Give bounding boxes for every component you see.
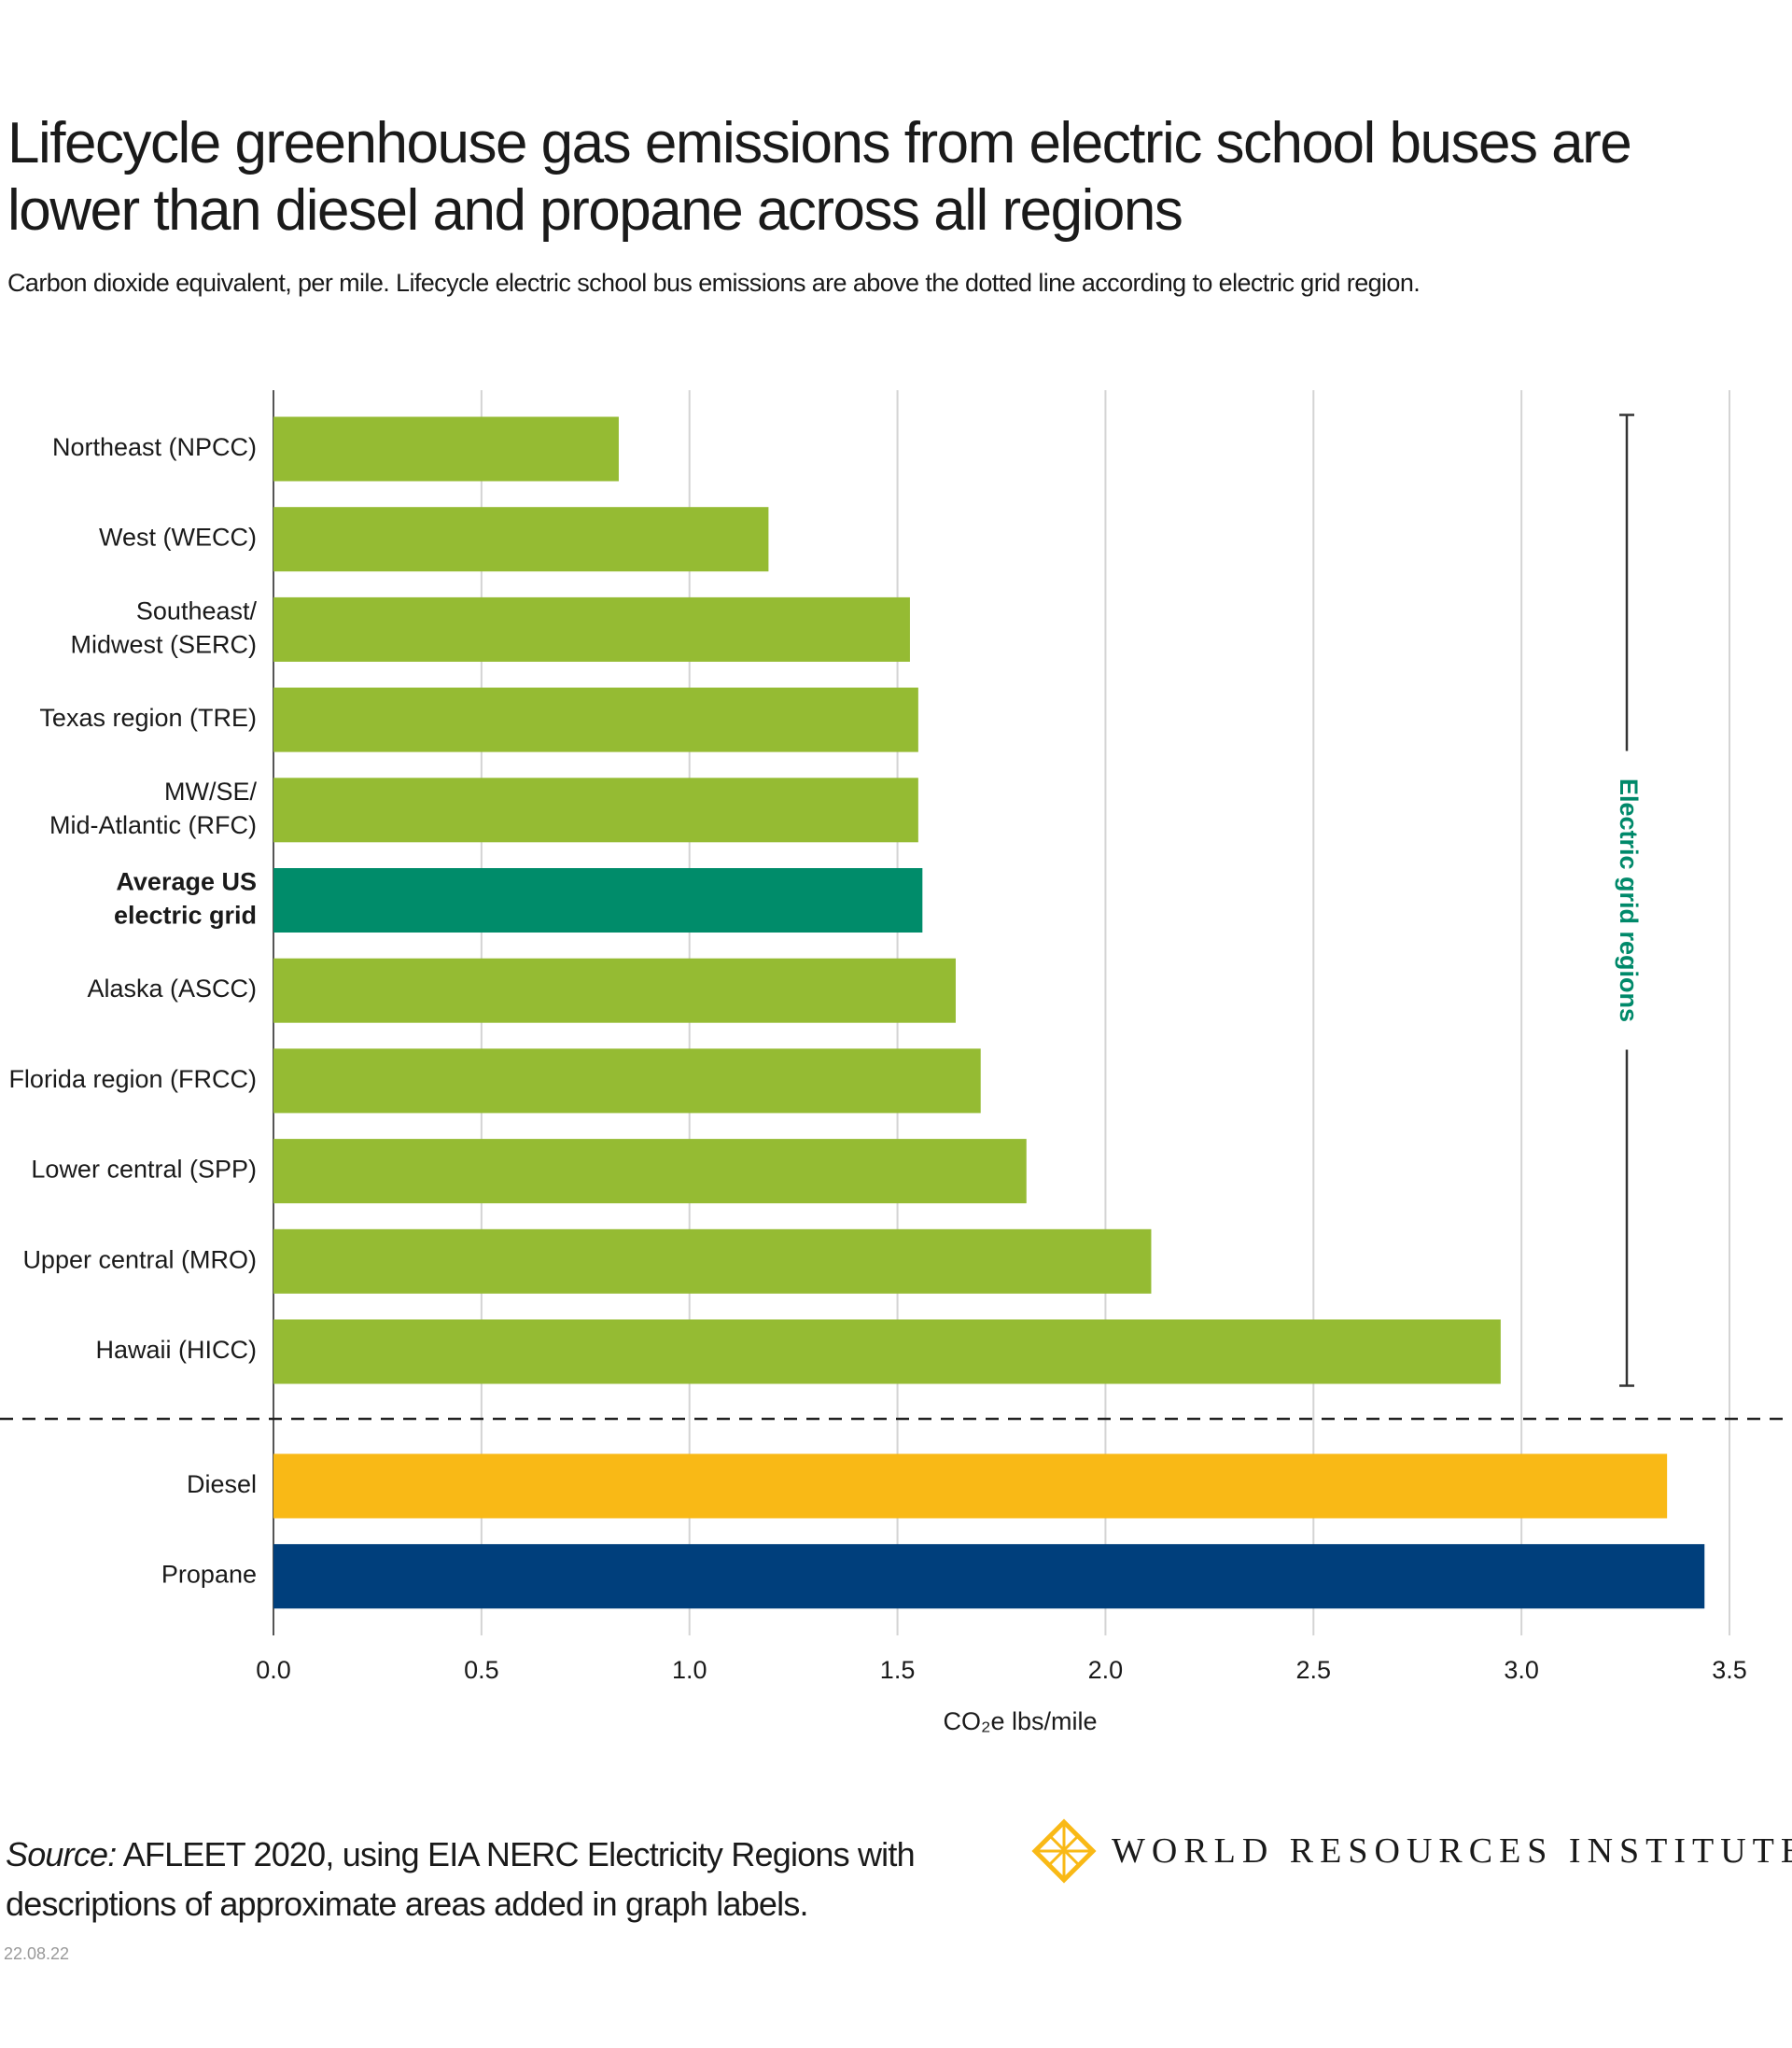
bar	[273, 778, 918, 843]
bar	[273, 416, 619, 482]
y-tick-label-line: Mid-Atlantic (RFC)	[49, 811, 257, 839]
bar	[273, 1453, 1668, 1519]
chart: 0.0 0.5 1.0 1.5 2.0 2.5 3.0 3.5 CO₂e lbs/mile Nor…	[0, 390, 1792, 1735]
x-tick-label: 0.0	[256, 1656, 291, 1684]
bar	[273, 1319, 1501, 1384]
x-tick-label: 3.0	[1504, 1656, 1539, 1684]
y-tick-label-line: Hawaii (HICC)	[95, 1336, 257, 1364]
bar	[273, 1048, 981, 1114]
source-label: Source:	[6, 1835, 117, 1873]
chart-subtitle: Carbon dioxide equivalent, per mile. Lif…	[7, 269, 1421, 297]
chart-title: Lifecycle greenhouse gas emissions from …	[7, 111, 1632, 243]
y-tick-label: Diesel	[187, 1470, 257, 1498]
y-tick-label: Lower central (SPP)	[31, 1156, 257, 1184]
x-tick-label: 1.0	[672, 1656, 707, 1684]
logo: WORLD RESOURCES INSTITUTE	[1031, 1818, 1792, 1884]
bar	[273, 1139, 1027, 1204]
source-note: Source: AFLEET 2020, using EIA NERC Elec…	[6, 1830, 939, 1929]
y-tick-label: Southeast/Midwest (SERC)	[70, 597, 257, 659]
annotation: Electric grid regions	[1615, 779, 1643, 1022]
y-tick-label: Northeast (NPCC)	[52, 433, 257, 461]
logo-text: WORLD RESOURCES INSTITUTE	[1112, 1831, 1792, 1871]
y-tick-label: Average US electric grid	[114, 868, 257, 930]
y-tick-label-line: MW/SE/	[164, 778, 257, 806]
y-tick-label: Upper central (MRO)	[22, 1245, 257, 1273]
y-tick-label: Texas region (TRE)	[39, 704, 257, 732]
bar	[273, 958, 956, 1023]
bar	[273, 687, 918, 752]
x-tick-label: 3.5	[1712, 1656, 1747, 1684]
y-tick-label: West (WECC)	[99, 524, 257, 552]
y-tick-label-line: electric grid	[114, 902, 257, 930]
y-tick-label-line: Midwest (SERC)	[70, 631, 257, 659]
y-tick-label-line: Average US	[116, 868, 257, 896]
y-tick-label-line: Diesel	[187, 1470, 257, 1498]
logo-icon	[1031, 1818, 1097, 1884]
bar	[273, 1228, 1152, 1294]
source-text: AFLEET 2020, using EIA NERC Electricity …	[6, 1835, 916, 1923]
bar	[273, 596, 910, 662]
y-tick-label: Hawaii (HICC)	[95, 1336, 257, 1364]
y-tick-label: Alaska (ASCC)	[87, 975, 257, 1003]
y-tick-label: MW/SE/Mid-Atlantic (RFC)	[49, 778, 258, 839]
bar	[273, 868, 923, 933]
y-tick-label-line: Lower central (SPP)	[31, 1156, 257, 1184]
x-tick-label: 0.5	[464, 1656, 499, 1684]
y-tick-label-line: Texas region (TRE)	[39, 704, 257, 732]
x-tick-label: 2.0	[1088, 1656, 1124, 1684]
y-tick-label: Florida region (FRCC)	[8, 1065, 257, 1093]
y-tick-label-line: Southeast/	[136, 597, 258, 625]
date: 22.08.22	[4, 1944, 70, 1963]
bar	[273, 507, 769, 572]
y-tick-label-line: Upper central (MRO)	[22, 1245, 257, 1273]
x-tick-label: 1.5	[880, 1656, 916, 1684]
x-tick-label: 2.5	[1296, 1656, 1332, 1684]
bar	[273, 1544, 1705, 1609]
y-tick-label-line: Alaska (ASCC)	[87, 975, 257, 1003]
y-tick-label-line: Northeast (NPCC)	[52, 433, 257, 461]
y-tick-label-line: West (WECC)	[99, 524, 257, 552]
y-tick-label-line: Propane	[161, 1561, 257, 1589]
y-tick-label: Propane	[161, 1561, 257, 1589]
x-axis-label: CO₂e lbs/mile	[943, 1707, 1097, 1735]
y-tick-label-line: Florida region (FRCC)	[8, 1065, 257, 1093]
